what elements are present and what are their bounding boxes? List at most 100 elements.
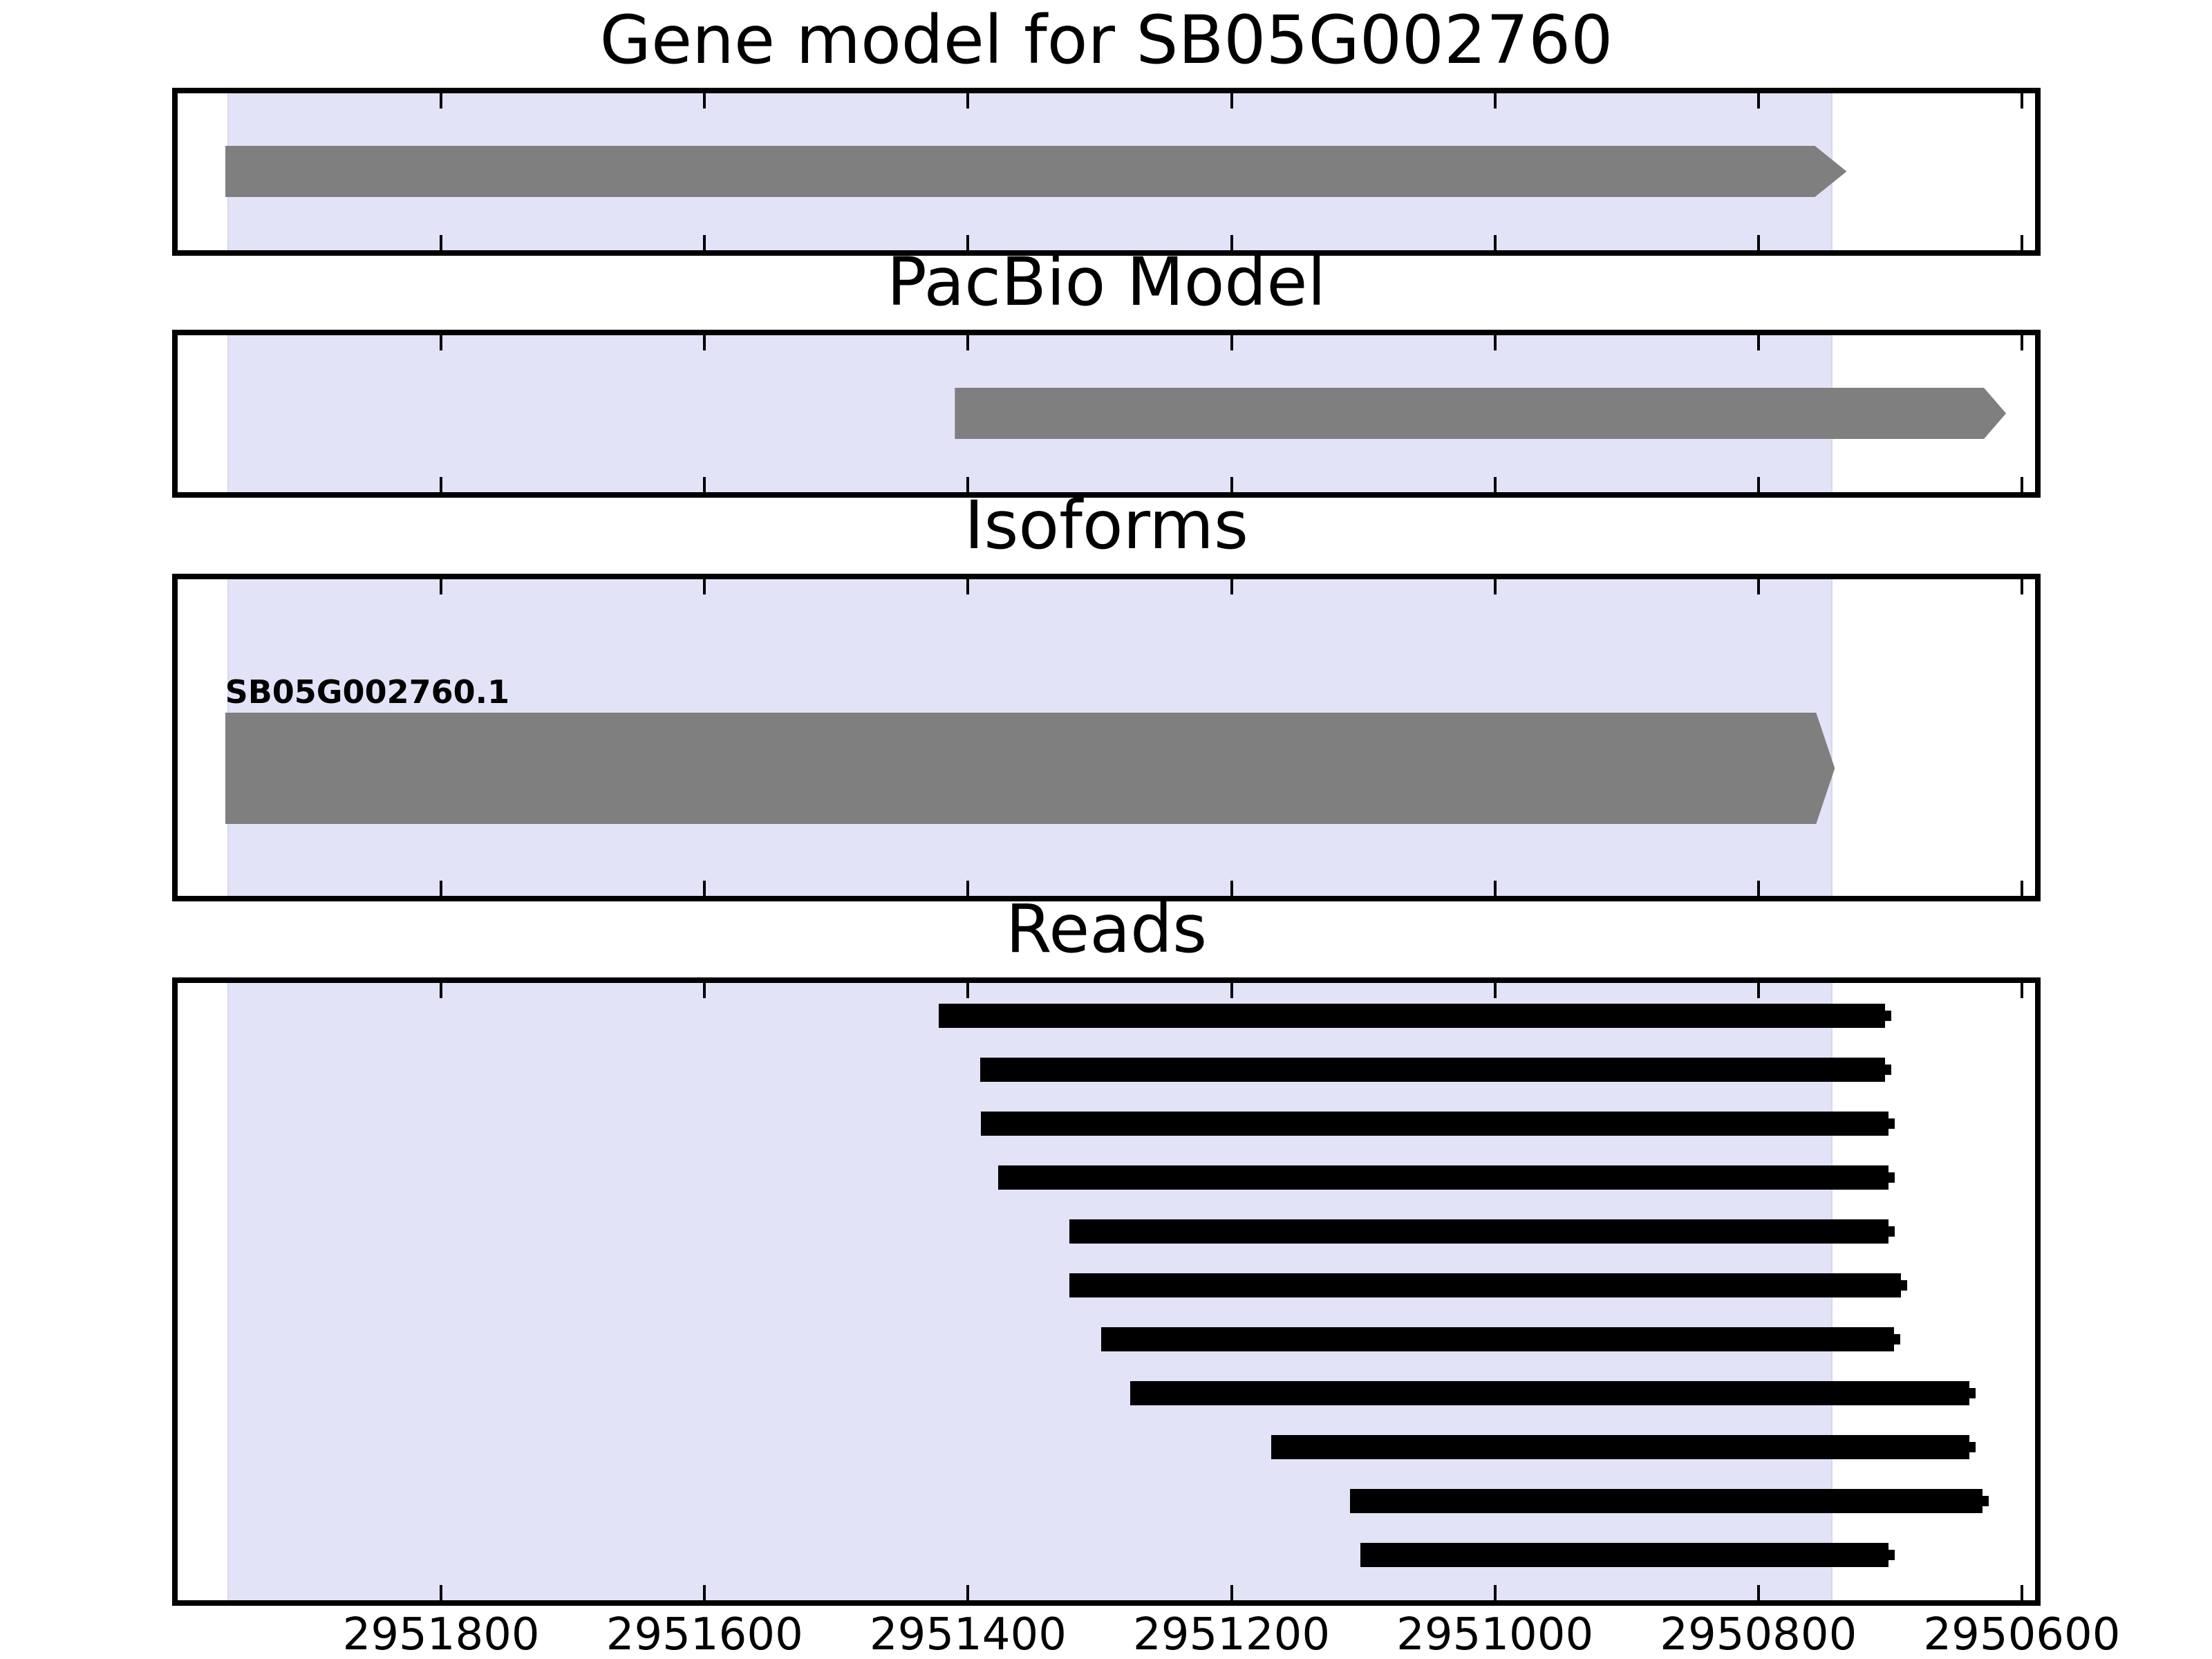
axis-tick bbox=[440, 881, 443, 896]
axis-tick bbox=[1230, 93, 1233, 109]
axis-tick bbox=[1493, 579, 1497, 594]
axis-tick bbox=[703, 579, 706, 594]
x-tick-label: 2951400 bbox=[869, 1609, 1067, 1659]
read-bar bbox=[1271, 1435, 1976, 1459]
read-bar bbox=[1130, 1381, 1976, 1405]
read-end-notch bbox=[1884, 1011, 1891, 1021]
x-tick-label: 2951800 bbox=[342, 1609, 540, 1659]
read-bar bbox=[998, 1165, 1895, 1190]
axis-tick bbox=[440, 983, 443, 998]
panel-pacbio-model-plot-area bbox=[178, 335, 2035, 492]
read-end-notch bbox=[1969, 1388, 1976, 1398]
axis-tick bbox=[1756, 983, 1760, 998]
axis-tick bbox=[966, 235, 970, 250]
read-bar bbox=[980, 1058, 1891, 1082]
read-bar bbox=[1069, 1273, 1907, 1297]
panel-isoforms: SB05G002760.1 bbox=[172, 574, 2041, 901]
axis-tick bbox=[1493, 477, 1497, 492]
axis-tick bbox=[1230, 579, 1233, 594]
axis-tick bbox=[966, 983, 970, 998]
panel-reads bbox=[172, 977, 2041, 1606]
isoform-label: SB05G002760.1 bbox=[225, 673, 510, 711]
axis-tick bbox=[1493, 881, 1497, 896]
panel-title-reads: Reads bbox=[1005, 890, 1208, 968]
panel-gene-model bbox=[172, 88, 2041, 256]
read-end-notch bbox=[1969, 1442, 1976, 1452]
read-bar bbox=[1069, 1219, 1895, 1244]
axis-tick bbox=[1230, 881, 1233, 896]
axis-tick bbox=[440, 235, 443, 250]
read-bar bbox=[939, 1004, 1891, 1028]
axis-tick bbox=[1493, 93, 1497, 109]
axis-tick bbox=[440, 335, 443, 350]
axis-tick bbox=[703, 881, 706, 896]
panel-title-isoforms: Isoforms bbox=[964, 487, 1248, 564]
read-bar bbox=[981, 1112, 1895, 1136]
axis-tick bbox=[2020, 1585, 2023, 1600]
axis-tick bbox=[703, 1585, 706, 1600]
axis-tick bbox=[966, 477, 970, 492]
panel-reads-plot-area bbox=[178, 983, 2035, 1600]
x-tick-label: 2950800 bbox=[1660, 1609, 1857, 1659]
axis-tick bbox=[966, 881, 970, 896]
x-tick-label: 2950600 bbox=[1923, 1609, 2121, 1659]
axis-tick bbox=[703, 983, 706, 998]
isoform-arrow bbox=[225, 713, 1835, 824]
axis-tick bbox=[2020, 235, 2023, 250]
axis-tick bbox=[1230, 235, 1233, 250]
read-end-notch bbox=[1982, 1496, 1989, 1506]
axis-tick bbox=[1756, 235, 1760, 250]
axis-tick bbox=[703, 477, 706, 492]
axis-tick bbox=[1756, 579, 1760, 594]
read-end-notch bbox=[1884, 1065, 1891, 1075]
axis-tick bbox=[1493, 235, 1497, 250]
axis-tick bbox=[1493, 983, 1497, 998]
axis-tick bbox=[966, 93, 970, 109]
axis-tick bbox=[1756, 1585, 1760, 1600]
axis-tick bbox=[2020, 579, 2023, 594]
read-bar bbox=[1350, 1489, 1989, 1513]
gene-arrow bbox=[225, 146, 1847, 197]
read-end-notch bbox=[1888, 1172, 1895, 1183]
panel-title-pacbio-model: PacBio Model bbox=[886, 243, 1327, 321]
axis-tick bbox=[440, 1585, 443, 1600]
x-tick-label: 2951000 bbox=[1396, 1609, 1594, 1659]
axis-tick bbox=[966, 579, 970, 594]
read-end-notch bbox=[1900, 1280, 1907, 1291]
axis-tick bbox=[440, 93, 443, 109]
axis-tick bbox=[2020, 477, 2023, 492]
x-tick-label: 2951600 bbox=[606, 1609, 803, 1659]
read-end-notch bbox=[1888, 1118, 1895, 1129]
panel-pacbio-model bbox=[172, 330, 2041, 498]
axis-tick bbox=[2020, 983, 2023, 998]
axis-tick bbox=[1756, 335, 1760, 350]
panel-gene-model-plot-area bbox=[178, 93, 2035, 250]
x-axis-tick-labels: 2951800 2951600 2951400 2951200 2951000 29508… bbox=[178, 1609, 2121, 1659]
pacbio-arrow bbox=[955, 388, 2006, 439]
read-end-notch bbox=[1888, 1226, 1895, 1237]
axis-tick bbox=[440, 477, 443, 492]
axis-tick bbox=[966, 335, 970, 350]
read-end-notch bbox=[1888, 1550, 1895, 1560]
axis-tick bbox=[1493, 1585, 1497, 1600]
read-end-notch bbox=[1894, 1334, 1901, 1344]
axis-tick bbox=[703, 335, 706, 350]
axis-tick bbox=[2020, 335, 2023, 350]
read-bar bbox=[1360, 1543, 1895, 1567]
axis-tick bbox=[703, 93, 706, 109]
axis-tick bbox=[440, 579, 443, 594]
axis-tick bbox=[1230, 477, 1233, 492]
axis-tick bbox=[966, 1585, 970, 1600]
axis-tick bbox=[1493, 335, 1497, 350]
axis-tick bbox=[1756, 881, 1760, 896]
panel-title-gene-model: Gene model for SB05G002760 bbox=[599, 1, 1613, 79]
axis-tick bbox=[2020, 93, 2023, 109]
x-tick-label: 2951200 bbox=[1133, 1609, 1331, 1659]
axis-tick bbox=[2020, 881, 2023, 896]
read-bar bbox=[1100, 1327, 1901, 1351]
axis-tick bbox=[1756, 477, 1760, 492]
axis-tick bbox=[1756, 93, 1760, 109]
axis-tick bbox=[1230, 1585, 1233, 1600]
panel-isoforms-plot-area: SB05G002760.1 bbox=[178, 579, 2035, 896]
